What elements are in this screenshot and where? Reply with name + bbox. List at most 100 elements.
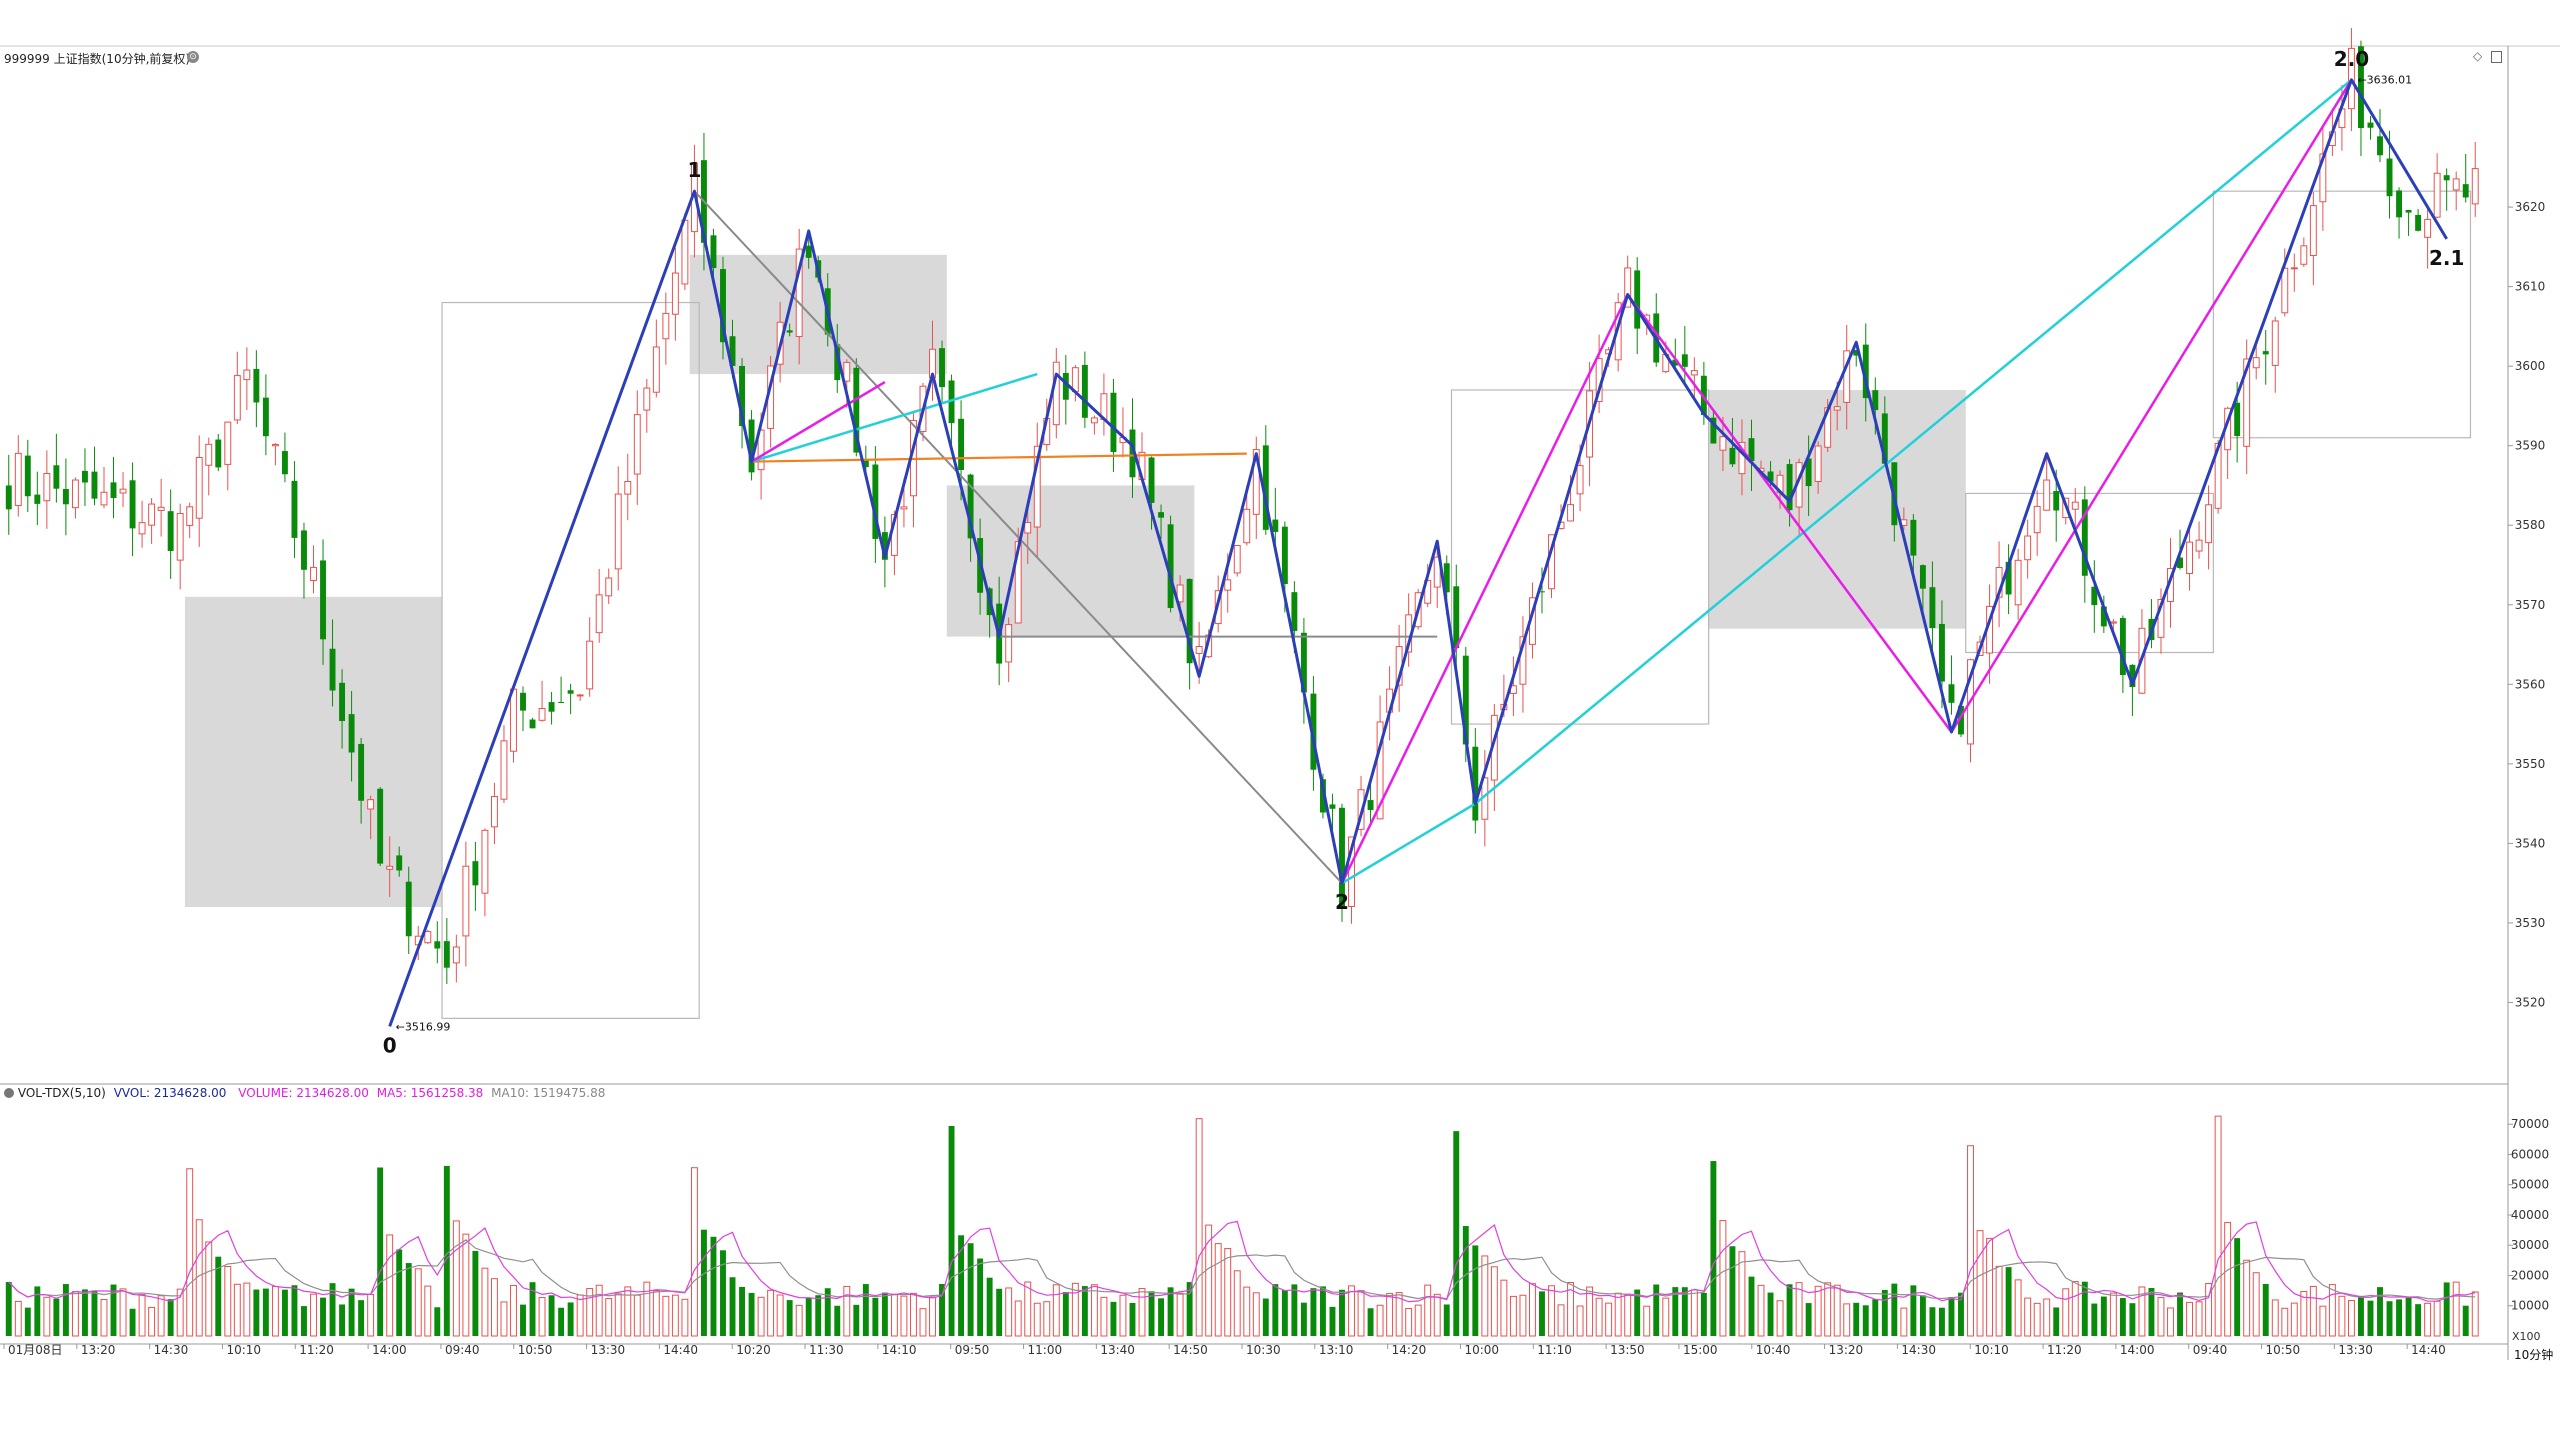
candle-body-down	[1881, 413, 1888, 464]
candle-body-up	[1033, 445, 1041, 528]
volume-bar-down	[2262, 1283, 2269, 1336]
candle-body-up	[157, 506, 165, 511]
volume-bar-up	[1100, 1296, 1108, 1337]
volume-bar-down	[1167, 1287, 1174, 1336]
volume-bar-up	[690, 1167, 698, 1337]
volume-bar-down	[2005, 1267, 2012, 1336]
time-tick-label: 13:30	[2338, 1343, 2373, 1357]
candle-body-down	[2100, 606, 2107, 627]
volume-bar-up	[2319, 1305, 2327, 1337]
volume-bar-down	[1300, 1302, 1307, 1336]
period-label[interactable]: 10分钟	[2514, 1348, 2554, 1362]
volume-bar-down	[1729, 1246, 1736, 1336]
time-tick-label: 14:30	[154, 1343, 189, 1357]
candle-body-up	[2024, 535, 2032, 561]
volume-bar-down	[948, 1125, 955, 1336]
window-title: 999999 上证指数(10分钟,前复权)	[4, 52, 191, 66]
volume-bar-up	[1843, 1303, 1851, 1337]
candle-body-up	[243, 369, 251, 381]
candle-body-down	[129, 480, 136, 529]
price-tick-label: 3550	[2515, 757, 2546, 771]
volume-bar-down	[253, 1289, 260, 1336]
candle-body-down	[1167, 524, 1174, 608]
candle-body-down	[62, 488, 69, 505]
volume-bar-down	[720, 1250, 726, 1336]
volume-bar-up	[1424, 1284, 1432, 1337]
candle-body-down	[1062, 372, 1069, 400]
candle-body-down	[1262, 445, 1269, 530]
candle-body-up	[1719, 436, 1727, 451]
time-tick-label: 09:50	[955, 1343, 990, 1357]
volume-bar-down	[834, 1305, 841, 1336]
volume-bar-up	[2071, 1281, 2079, 1337]
volume-bar-up	[1490, 1266, 1498, 1337]
volume-bar-up	[2271, 1299, 2279, 1337]
volume-bar-down	[2358, 1295, 2364, 1336]
candle-body-up	[1252, 449, 1260, 515]
price-tick-label: 3620	[2515, 200, 2546, 214]
volume-bar-up	[1214, 1243, 1222, 1337]
volume-bar-down	[348, 1288, 355, 1336]
volume-bar-up	[643, 1281, 651, 1337]
volume-bar-down	[1938, 1307, 1945, 1336]
volume-bar-down	[2119, 1298, 2126, 1336]
volume-bar-up	[1776, 1300, 1784, 1337]
time-tick-label: 10:10	[226, 1343, 261, 1357]
volume-bar-down	[1634, 1289, 1641, 1336]
volume-bar-down	[472, 1250, 479, 1336]
volume-bar-down	[739, 1286, 745, 1336]
candle-body-up	[500, 740, 508, 800]
candle-body-down	[720, 269, 726, 343]
candle-body-down	[1958, 705, 1964, 735]
volume-bar-up	[1995, 1265, 2003, 1337]
volume-bar-down	[2367, 1300, 2374, 1336]
candle-body-down	[1158, 512, 1165, 518]
candle-body-up	[138, 522, 146, 535]
candle-body-down	[472, 861, 479, 886]
volume-bar-down	[2100, 1296, 2107, 1336]
volume-bar-up	[2347, 1300, 2355, 1337]
candle-body-down	[434, 941, 441, 949]
time-tick-label: 11:20	[2047, 1343, 2082, 1357]
volume-bar-up	[14, 1300, 22, 1337]
candle-body-up	[386, 865, 394, 870]
volume-bar-up	[2300, 1291, 2308, 1337]
volume-bar-up	[1071, 1282, 1079, 1337]
volume-bar-up	[1557, 1304, 1565, 1337]
candle-body-down	[748, 419, 755, 473]
time-tick-label: 15:00	[1683, 1343, 1718, 1357]
candle-body-down	[281, 451, 288, 475]
ma10-value: MA10: 1519475.88	[491, 1086, 606, 1100]
candle-body-down	[2091, 586, 2098, 606]
candle-body-up	[1624, 267, 1632, 308]
volume-bar-up	[71, 1291, 79, 1337]
volume-bar-up	[1481, 1255, 1489, 1337]
candle-body-up	[1567, 504, 1574, 522]
time-tick-label: 13:50	[1610, 1343, 1645, 1357]
volume-tick-label: 30000	[2511, 1238, 2549, 1252]
candle-body-up	[271, 443, 279, 447]
candle-body-up	[424, 931, 432, 944]
candle-body-up	[1243, 508, 1251, 544]
volume-bar-up	[1033, 1302, 1041, 1337]
volume-bar-down	[853, 1304, 860, 1336]
diamond-icon[interactable]: ◇	[2473, 49, 2483, 63]
candle-body-down	[1081, 364, 1088, 418]
window-toggle-icon[interactable]	[2491, 51, 2502, 63]
volume-bar-down	[110, 1284, 117, 1336]
volume-bar-down	[215, 1256, 222, 1336]
volume-bar-down	[967, 1243, 974, 1336]
volume-bar-up	[576, 1294, 584, 1337]
volume-bar-down	[1472, 1245, 1479, 1336]
title-settings-icon[interactable]: ⊙	[187, 51, 199, 63]
volume-bar-up	[1976, 1230, 1984, 1337]
price-tick-label: 3610	[2515, 280, 2546, 294]
candle-body-down	[1329, 804, 1336, 809]
volume-bar-up	[1643, 1305, 1651, 1337]
volume-bar-up	[929, 1296, 936, 1337]
volume-bar-up	[1824, 1282, 1832, 1337]
candle-body-down	[253, 368, 260, 403]
volume-bar-up	[776, 1294, 784, 1337]
candle-body-up	[757, 429, 765, 471]
